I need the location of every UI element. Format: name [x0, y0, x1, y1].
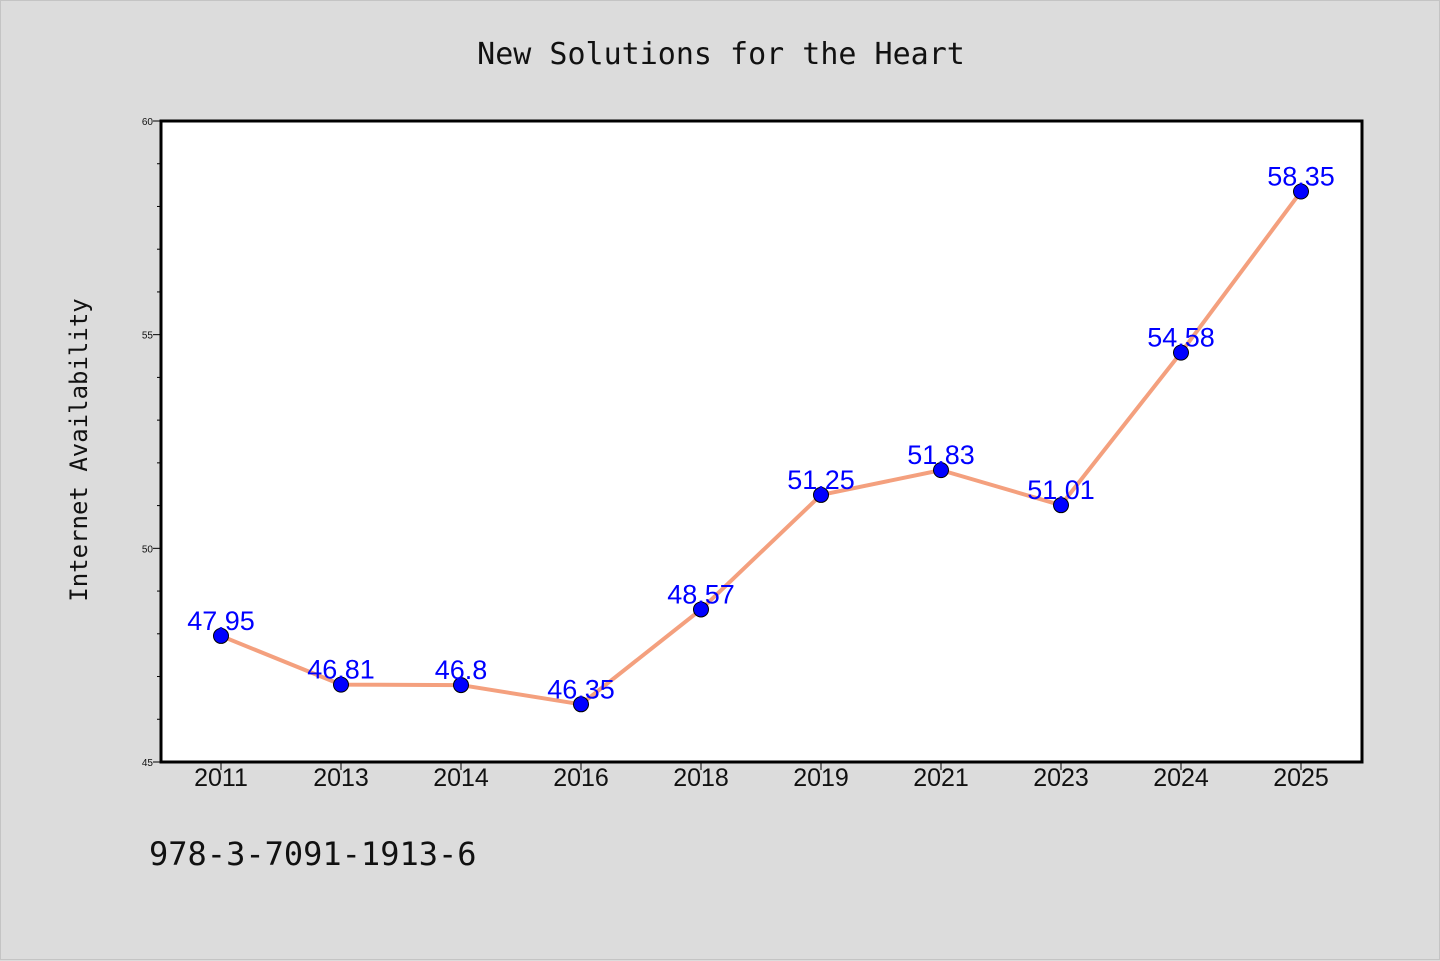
y-tick-label: 60 [142, 117, 154, 128]
data-points [213, 183, 1309, 713]
data-point [1173, 344, 1189, 361]
data-point [693, 601, 709, 618]
x-tick-label: 2023 [1033, 764, 1089, 792]
x-tick-label: 2025 [1273, 764, 1329, 792]
x-tick-label: 2011 [194, 764, 248, 792]
series-polyline [220, 190, 1303, 707]
y-tick-label: 50 [142, 544, 154, 555]
isbn-footnote: 978-3-7091-1913-6 [149, 835, 477, 873]
x-axis: 2011 2013 2014 2016 2018 2019 2021 2023 2024 2025 [194, 762, 1329, 792]
data-point [813, 486, 829, 503]
data-label: 47.95 [187, 606, 255, 636]
data-label: 46.8 [435, 655, 488, 685]
data-point [1053, 497, 1069, 514]
y-axis: 45 50 55 60 [142, 117, 161, 769]
data-label: 51.83 [907, 440, 975, 470]
data-label: 58.35 [1267, 162, 1335, 192]
plot-area [159, 119, 1364, 764]
y-tick-label: 55 [142, 331, 154, 342]
data-label: 46.81 [307, 655, 375, 685]
x-tick-label: 2014 [433, 764, 489, 792]
x-tick-label: 2019 [793, 764, 849, 792]
y-axis-label: Internet Availability [65, 298, 93, 601]
x-tick-label: 2018 [673, 764, 729, 792]
data-point [573, 696, 589, 713]
data-label: 54.58 [1147, 323, 1215, 353]
y-tick-label: 45 [142, 758, 154, 769]
x-tick-label: 2024 [1153, 764, 1209, 792]
x-tick-label: 2013 [313, 764, 369, 792]
x-tick-label: 2016 [553, 764, 609, 792]
data-point [933, 462, 949, 479]
data-point [213, 627, 229, 644]
data-point [1293, 183, 1309, 200]
data-label: 46.35 [547, 674, 615, 704]
chart-title: New Solutions for the Heart [477, 37, 965, 72]
x-tick-label: 2021 [913, 764, 969, 792]
data-label: 51.25 [787, 465, 855, 495]
data-label: 48.57 [667, 579, 735, 609]
data-point [453, 677, 469, 694]
data-labels: 47.95 46.81 46.8 46.35 48.57 51.25 51.83 51.01 5… [187, 162, 1335, 705]
data-label: 51.01 [1027, 475, 1095, 505]
data-point [333, 676, 349, 693]
series-line [220, 190, 1303, 707]
